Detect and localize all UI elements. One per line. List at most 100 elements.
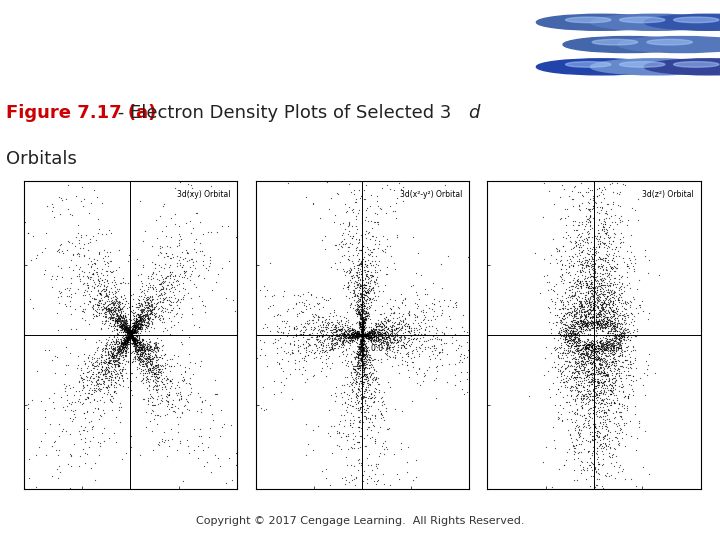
Point (109, 318, 121, 326)
Point (352, 261, 364, 269)
Point (117, 338, 128, 347)
Point (95, 365, 107, 374)
Point (117, 313, 129, 322)
Point (147, 406, 158, 415)
Point (590, 350, 602, 359)
Point (366, 329, 378, 338)
Point (330, 259, 341, 267)
Point (608, 334, 620, 343)
Point (107, 312, 119, 321)
Point (40, 266, 51, 274)
Point (356, 336, 367, 345)
Point (356, 248, 368, 257)
Point (179, 273, 190, 282)
Point (600, 301, 612, 309)
Point (569, 426, 580, 435)
Point (436, 284, 447, 293)
Point (603, 472, 614, 481)
Point (548, 357, 559, 366)
Point (117, 319, 128, 328)
Point (362, 330, 374, 339)
Point (595, 321, 607, 330)
Point (560, 333, 572, 342)
Point (585, 272, 597, 281)
Point (359, 309, 371, 318)
Point (131, 309, 143, 318)
Point (564, 327, 576, 336)
Point (354, 332, 365, 340)
Point (140, 298, 151, 307)
Point (320, 232, 331, 240)
Point (107, 308, 118, 317)
Point (562, 296, 573, 305)
Point (434, 355, 446, 363)
Point (372, 331, 384, 340)
Point (562, 298, 574, 306)
Point (145, 355, 156, 364)
Point (576, 403, 588, 411)
Point (351, 310, 363, 319)
Point (359, 330, 370, 339)
Point (593, 294, 605, 303)
Point (585, 378, 596, 387)
Point (139, 346, 150, 354)
Point (134, 359, 145, 367)
Point (348, 264, 360, 273)
Point (361, 261, 373, 269)
Point (359, 329, 371, 338)
Point (121, 325, 132, 333)
Point (557, 319, 569, 328)
Point (621, 300, 632, 309)
Point (136, 356, 148, 365)
Point (308, 340, 320, 349)
Point (591, 283, 603, 292)
Point (356, 332, 368, 341)
Point (366, 327, 377, 335)
Point (590, 354, 601, 363)
Point (575, 239, 586, 247)
Point (596, 481, 608, 490)
Point (534, 288, 546, 297)
Point (354, 309, 366, 318)
Point (591, 185, 603, 193)
Point (580, 283, 592, 292)
Point (125, 319, 136, 327)
Point (559, 304, 571, 313)
Point (373, 380, 384, 388)
Point (105, 256, 117, 265)
Point (568, 242, 580, 251)
Point (313, 343, 325, 352)
Point (88, 363, 99, 372)
Point (101, 317, 112, 326)
Point (376, 321, 387, 330)
Point (622, 392, 634, 401)
Point (580, 319, 591, 327)
Point (157, 283, 168, 292)
Point (342, 247, 354, 255)
Point (384, 353, 396, 362)
Point (572, 318, 584, 326)
Point (111, 319, 122, 327)
Point (378, 335, 390, 343)
Point (603, 314, 615, 323)
Point (574, 346, 585, 354)
Point (354, 330, 365, 339)
Point (136, 346, 148, 355)
Point (124, 329, 135, 338)
Point (572, 347, 583, 356)
Point (374, 203, 385, 212)
Point (555, 372, 567, 380)
Point (350, 332, 361, 341)
Point (606, 400, 617, 409)
Point (356, 330, 367, 339)
Point (109, 428, 120, 437)
Point (375, 326, 387, 335)
Point (608, 311, 619, 320)
Point (351, 360, 363, 368)
Point (314, 313, 325, 322)
Point (571, 225, 582, 234)
Point (567, 328, 579, 337)
Point (356, 333, 368, 342)
Point (594, 343, 606, 352)
Point (609, 372, 621, 380)
